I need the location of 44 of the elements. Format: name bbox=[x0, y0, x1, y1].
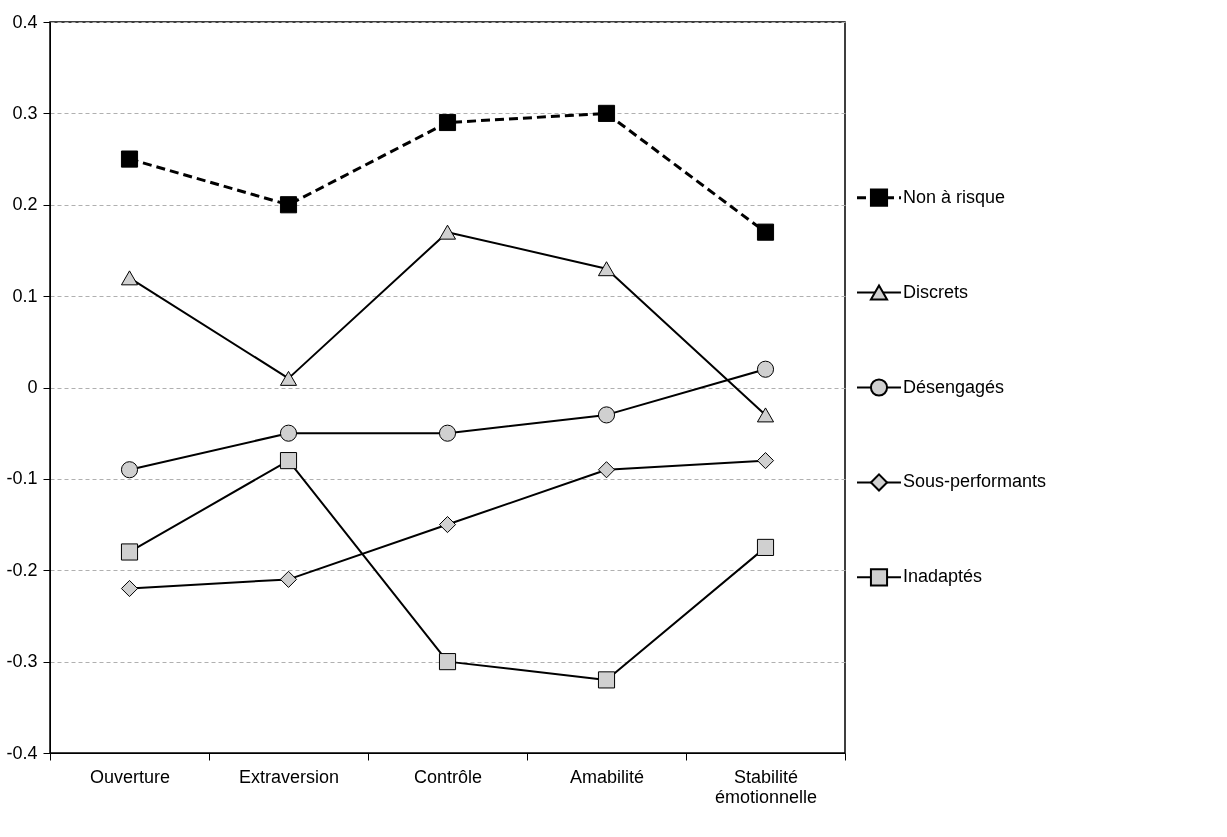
legend-label: Discrets bbox=[903, 281, 969, 302]
point bbox=[756, 360, 775, 378]
point bbox=[279, 370, 298, 386]
point bbox=[597, 104, 616, 122]
point bbox=[438, 224, 457, 240]
y-tick-label: -0.2 bbox=[6, 559, 38, 580]
x-tick-label: Amabilité bbox=[569, 766, 645, 787]
point bbox=[597, 406, 616, 424]
x-tick-label: Stabilité émotionnelle bbox=[714, 766, 818, 807]
y-tick-label: 0.4 bbox=[12, 11, 38, 32]
y-tick-label: 0.1 bbox=[12, 285, 38, 306]
y-tick-label: 0 bbox=[27, 377, 38, 397]
legend-label: Désengagés bbox=[903, 376, 1005, 397]
point bbox=[756, 538, 775, 556]
point bbox=[597, 461, 616, 479]
y-tick-label: -0.1 bbox=[6, 468, 38, 489]
y-tick-label: 0.3 bbox=[12, 102, 38, 123]
legend-label: Inadaptés bbox=[903, 566, 983, 587]
point bbox=[120, 579, 139, 598]
point bbox=[279, 424, 298, 442]
point bbox=[597, 261, 616, 277]
point bbox=[438, 424, 457, 442]
x-tick-label: Extraversion bbox=[238, 766, 340, 787]
point bbox=[438, 516, 457, 534]
point bbox=[120, 150, 139, 168]
point bbox=[279, 196, 298, 214]
point bbox=[756, 223, 775, 241]
point bbox=[120, 543, 139, 561]
x-tick-label: Contrôle bbox=[413, 766, 483, 787]
y-tick-label: -0.3 bbox=[6, 651, 38, 672]
point bbox=[120, 270, 139, 286]
point bbox=[120, 461, 139, 479]
point bbox=[597, 671, 616, 689]
y-tick-label: 0.2 bbox=[12, 194, 38, 215]
point bbox=[756, 452, 775, 470]
legend-label: Non à risque bbox=[903, 186, 1006, 207]
y-tick-label: -0.4 bbox=[6, 742, 38, 763]
x-tick-label: Ouverture bbox=[89, 766, 171, 787]
legend-label: Sous-performants bbox=[903, 471, 1047, 492]
point bbox=[279, 570, 298, 588]
point bbox=[756, 407, 775, 423]
point bbox=[438, 653, 457, 671]
point bbox=[438, 113, 457, 132]
point bbox=[279, 452, 298, 470]
